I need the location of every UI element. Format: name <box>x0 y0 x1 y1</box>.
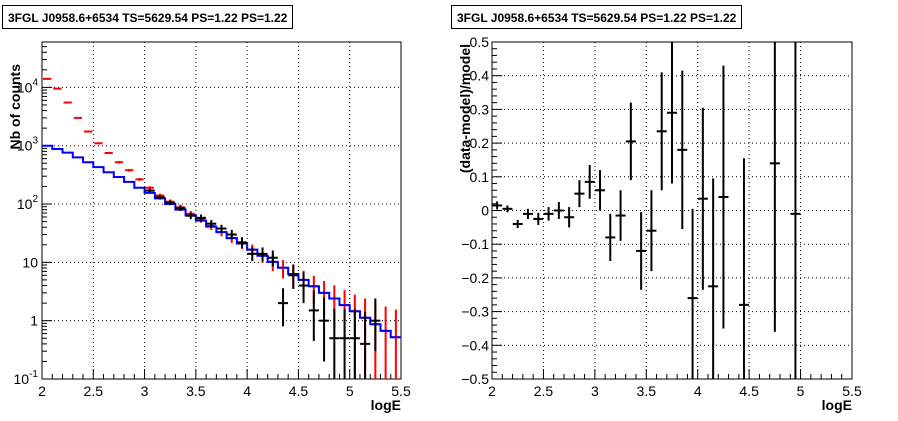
y-tick-label: 0 <box>481 203 489 219</box>
x-tick-label: 5.5 <box>842 383 862 399</box>
y-tick-label: −0.5 <box>461 371 489 387</box>
chart-title-right: 3FGL J0958.6+6534 TS=5629.54 PS=1.22 PS=… <box>451 5 743 29</box>
x-axis-title: logE <box>371 397 401 413</box>
x-tick-label: 3.5 <box>637 383 657 399</box>
model-step-line <box>42 144 401 339</box>
x-tick-label: 2.5 <box>84 383 104 399</box>
x-tick-label: 3 <box>141 383 149 399</box>
x-axis-title: logE <box>822 397 852 413</box>
y-tick-label: 10-1 <box>14 369 39 387</box>
y-tick-label: 10 <box>22 254 38 270</box>
x-tick-label: 2 <box>488 383 496 399</box>
x-tick-label: 4.5 <box>739 383 759 399</box>
y-tick-label: 0.4 <box>470 68 490 84</box>
x-tick-label: 5 <box>346 383 354 399</box>
y-axis-title: Nb of counts <box>7 64 23 150</box>
right-panel: 2 2.5 3 3.5 4 4.5 5 5.5 −0.5 −0.4 −0.3 −0.2 −0.1 0 0.1… <box>457 34 862 413</box>
left-panel: 2 2.5 3 3.5 4 4.5 5 5.5 10-1 1 10 102 103 104 logE Nb o… <box>7 41 411 413</box>
y-tick-label: 0.5 <box>470 34 490 50</box>
y-tick-label: −0.2 <box>461 270 489 286</box>
y-tick-label: 1 <box>30 313 38 329</box>
y-tick-label: −0.4 <box>461 337 489 353</box>
y-axis-title: (data-model)/model <box>457 44 473 173</box>
y-tick-label: 104 <box>17 77 39 95</box>
x-tick-label: 2.5 <box>534 383 554 399</box>
x-tick-label: 4.5 <box>289 383 309 399</box>
x-tick-label: 3 <box>591 383 599 399</box>
y-tick-label: 0.2 <box>470 135 490 151</box>
plot-frame <box>41 41 402 380</box>
y-tick-label: 0.3 <box>470 101 490 117</box>
x-tick-label: 2 <box>38 383 46 399</box>
x-tick-label: 4 <box>694 383 702 399</box>
y-tick-label: 102 <box>17 194 39 212</box>
x-tick-label: 5.5 <box>391 383 411 399</box>
x-tick-label: 3.5 <box>186 383 206 399</box>
chart-title-left: 3FGL J0958.6+6534 TS=5629.54 PS=1.22 PS=… <box>2 5 294 29</box>
y-tick-label: −0.3 <box>461 304 489 320</box>
x-tick-label: 5 <box>797 383 805 399</box>
x-tick-label: 4 <box>243 383 251 399</box>
y-tick-label: −0.1 <box>461 236 489 252</box>
y-tick-label: 0.1 <box>470 169 490 185</box>
y-tick-label: 103 <box>17 136 39 154</box>
